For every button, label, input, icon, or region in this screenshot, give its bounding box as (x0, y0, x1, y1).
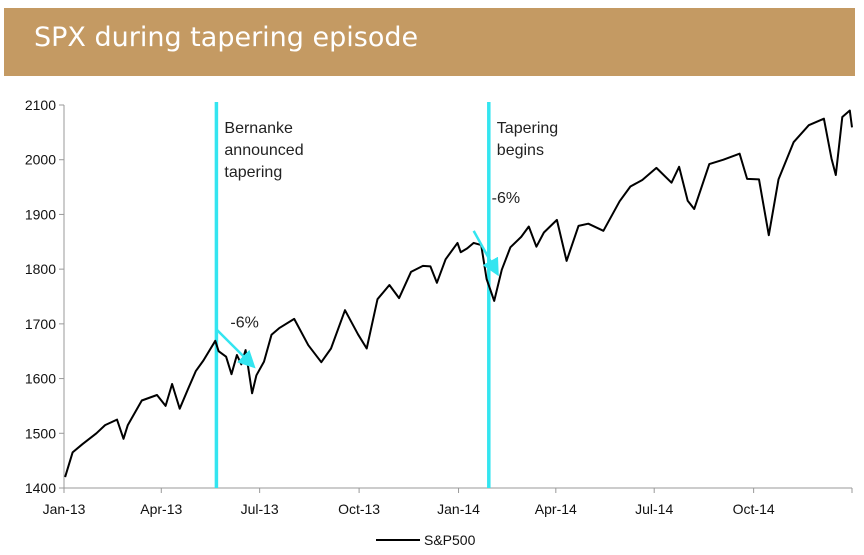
y-tick-label: 1500 (25, 425, 56, 441)
x-tick-label: Jan-14 (437, 501, 480, 517)
chart-title: SPX during tapering episode (34, 22, 419, 53)
event-label: Bernanke (224, 120, 293, 137)
y-tick-label: 2000 (25, 152, 56, 168)
y-tick-label: 1800 (25, 261, 56, 277)
drawdown-arrow (215, 328, 256, 369)
x-tick-label: Oct-14 (733, 501, 775, 517)
y-tick-label: 1400 (25, 480, 56, 496)
legend-label: S&P500 (424, 532, 476, 548)
event-label: tapering (224, 164, 282, 181)
y-tick-label: 1900 (25, 206, 56, 222)
x-tick-label: Apr-13 (140, 501, 182, 517)
y-tick-label: 1600 (25, 371, 56, 387)
drawdown-arrow (472, 230, 499, 277)
series-line-sp500 (64, 109, 853, 478)
title-banner: SPX during tapering episode (4, 8, 855, 76)
event-label: announced (224, 142, 303, 159)
x-tick-label: Oct-13 (338, 501, 380, 517)
x-tick-label: Jul-13 (241, 501, 279, 517)
drawdown-label: -6% (230, 314, 258, 331)
drawdown-label: -6% (492, 190, 520, 207)
x-tick-label: Jan-13 (43, 501, 86, 517)
event-label: begins (497, 142, 544, 159)
x-tick-label: Jul-14 (635, 501, 673, 517)
event-label: Tapering (497, 120, 558, 137)
y-tick-label: 2100 (25, 97, 56, 113)
y-tick-label: 1700 (25, 316, 56, 332)
x-tick-label: Apr-14 (535, 501, 577, 517)
